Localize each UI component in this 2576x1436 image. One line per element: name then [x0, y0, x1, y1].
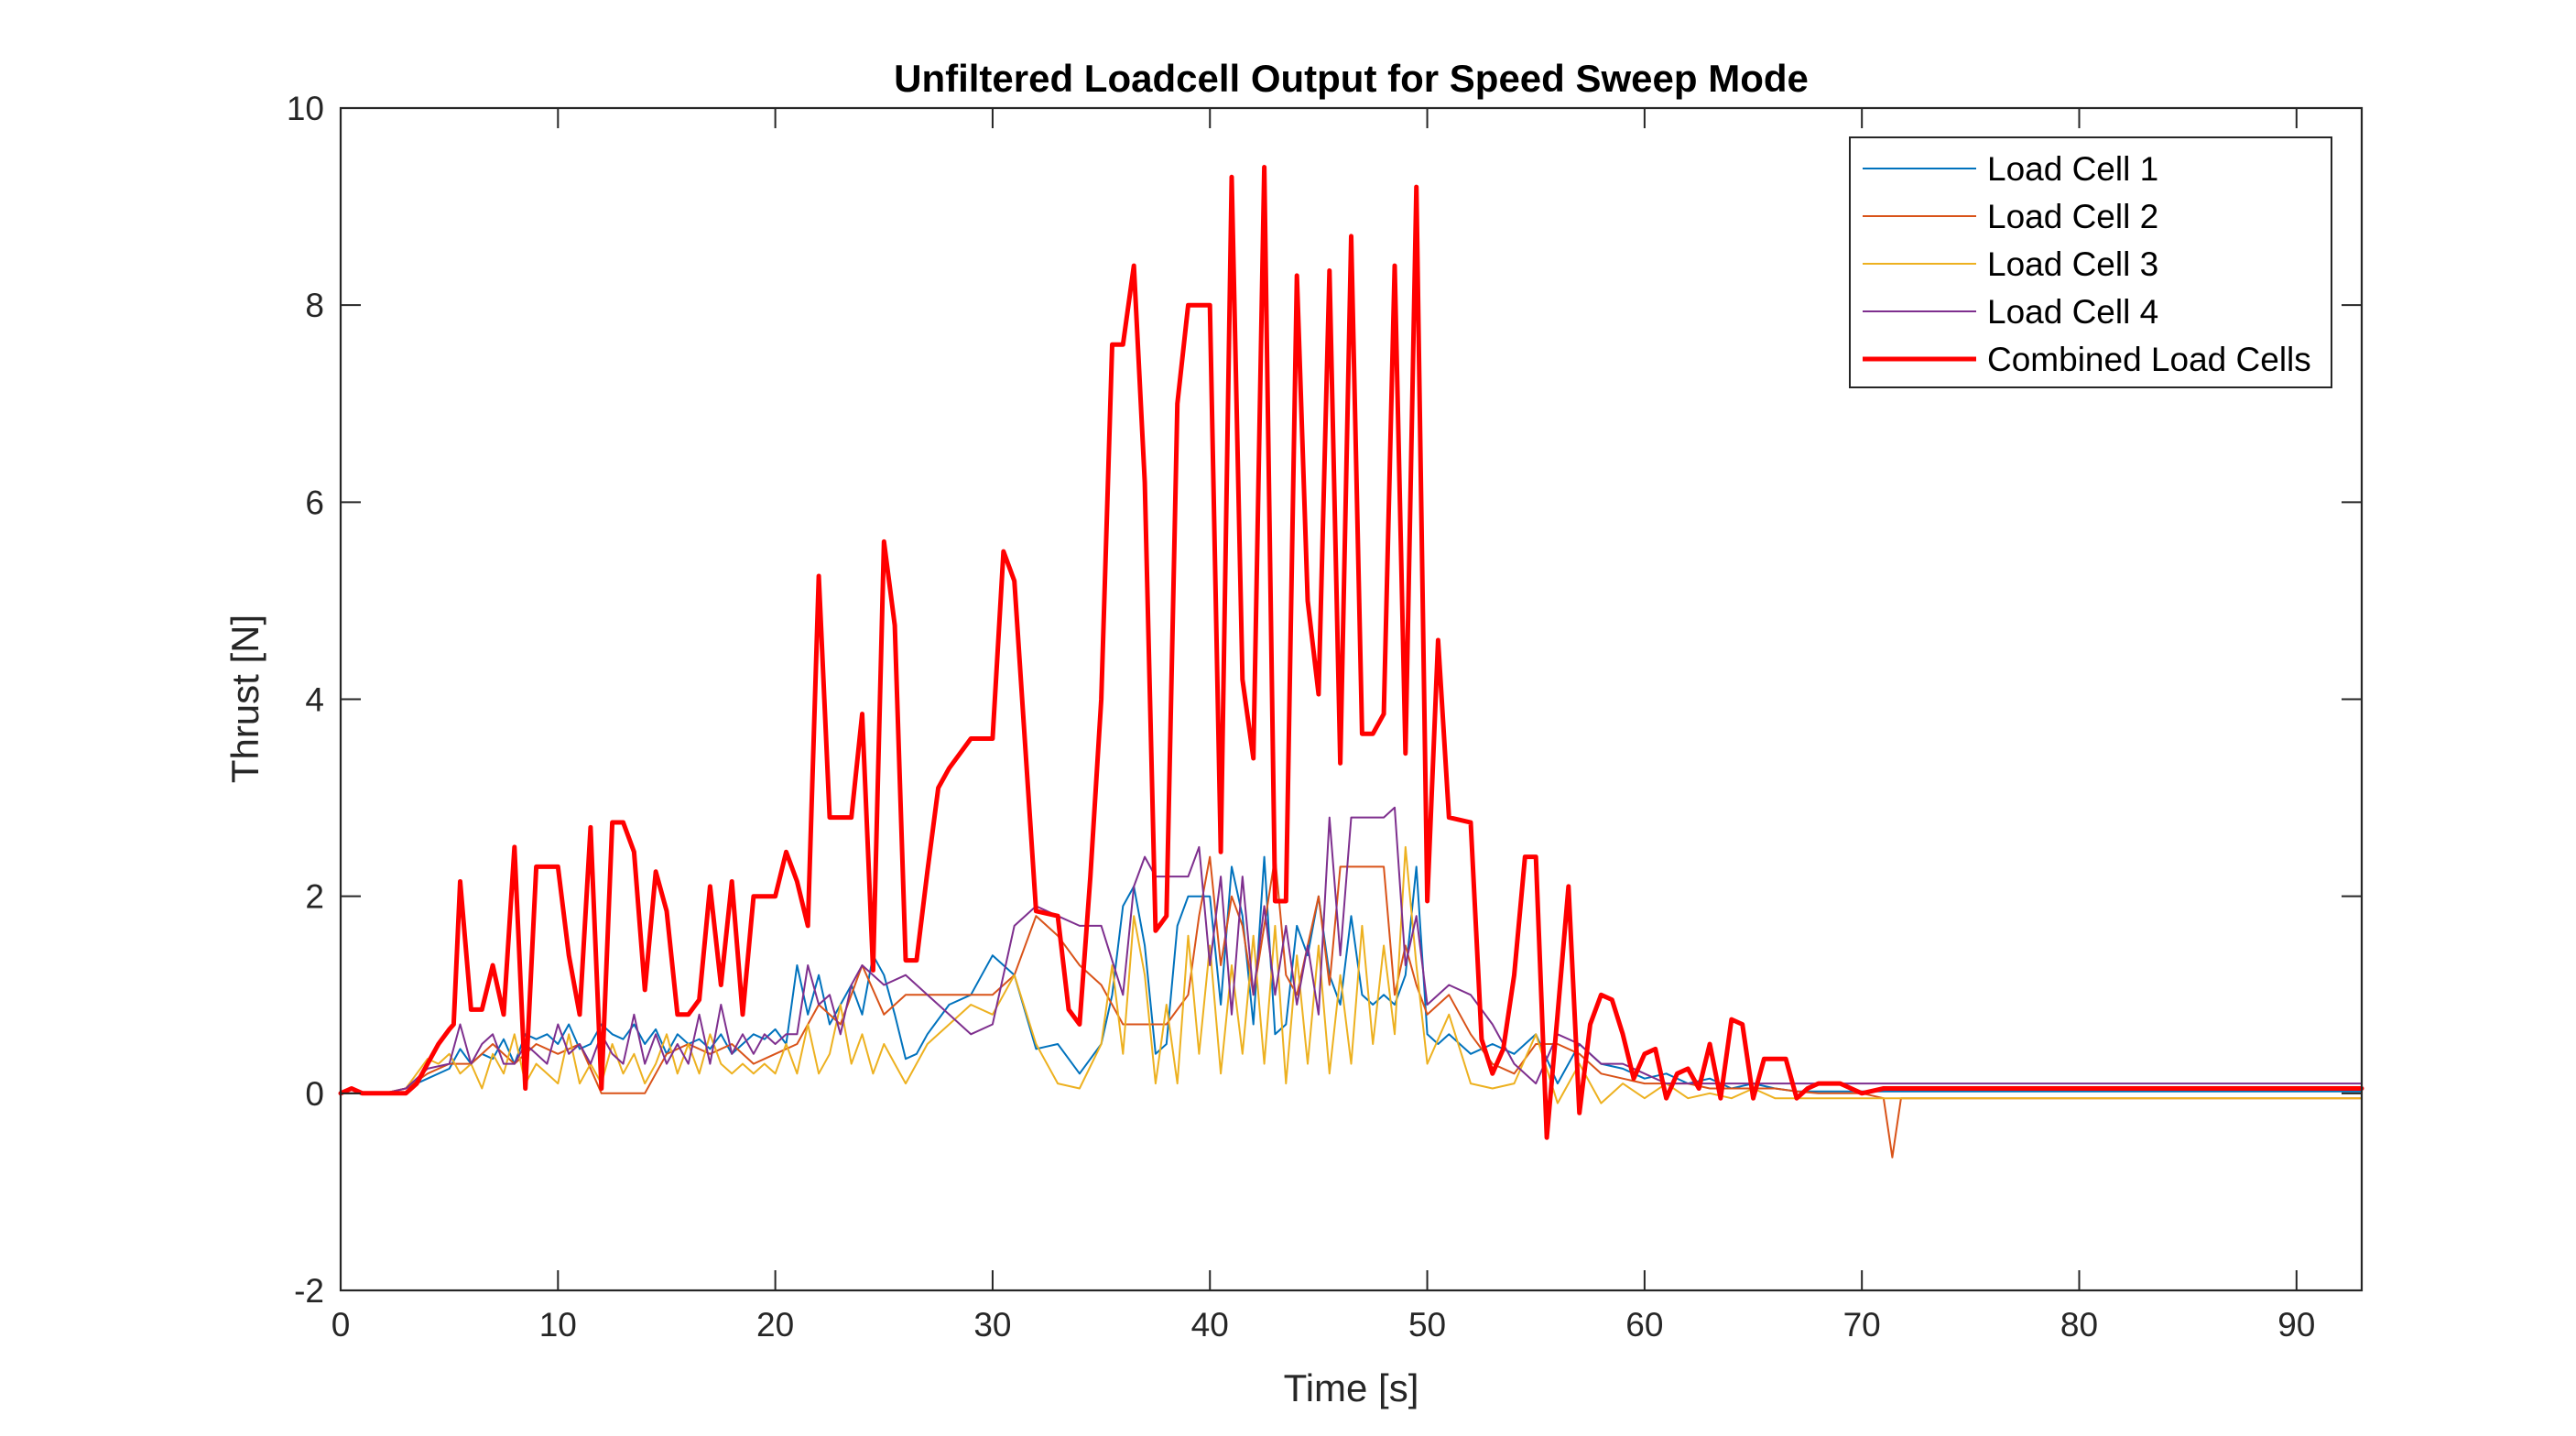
- x-tick-label: 70: [1843, 1306, 1881, 1344]
- y-tick-label: 4: [305, 681, 324, 719]
- x-tick-label: 50: [1408, 1306, 1446, 1344]
- series-layer: [338, 165, 2364, 1159]
- legend-label: Load Cell 4: [1987, 293, 2158, 331]
- x-tick-label: 90: [2277, 1306, 2315, 1344]
- y-axis-title: Thrust [N]: [223, 615, 266, 783]
- x-tick-label: 30: [973, 1306, 1011, 1344]
- x-tick-label: 80: [2060, 1306, 2098, 1344]
- legend-label: Combined Load Cells: [1987, 341, 2311, 378]
- chart-title: Unfiltered Loadcell Output for Speed Swe…: [894, 57, 1809, 100]
- legend: Load Cell 1 Load Cell 2 Load Cell 3 Load Ce…: [1849, 136, 2332, 388]
- series-line-combined-load-cells: [338, 165, 2364, 1140]
- series-line-load-cell-3: [340, 845, 2363, 1104]
- x-tick-label: 40: [1191, 1306, 1229, 1344]
- x-tick-label: 20: [756, 1306, 794, 1344]
- y-tick-label: 2: [305, 878, 324, 916]
- legend-box: [1849, 136, 2332, 388]
- y-tick-label: 6: [305, 484, 324, 521]
- legend-label: Load Cell 1: [1987, 150, 2158, 188]
- x-tick-label: 60: [1625, 1306, 1663, 1344]
- x-axis-title: Time [s]: [1284, 1366, 1419, 1409]
- x-tick-label: 10: [539, 1306, 577, 1344]
- legend-label: Load Cell 2: [1987, 198, 2158, 235]
- y-tick-label: 0: [305, 1075, 324, 1113]
- y-tick-label: 10: [287, 90, 324, 127]
- y-tick-label: -2: [294, 1272, 324, 1310]
- legend-label: Load Cell 3: [1987, 245, 2158, 283]
- y-tick-label: 8: [305, 287, 324, 324]
- legend-items: Load Cell 1 Load Cell 2 Load Cell 3 Load Ce…: [1863, 150, 2311, 378]
- x-tick-label: 0: [332, 1306, 351, 1344]
